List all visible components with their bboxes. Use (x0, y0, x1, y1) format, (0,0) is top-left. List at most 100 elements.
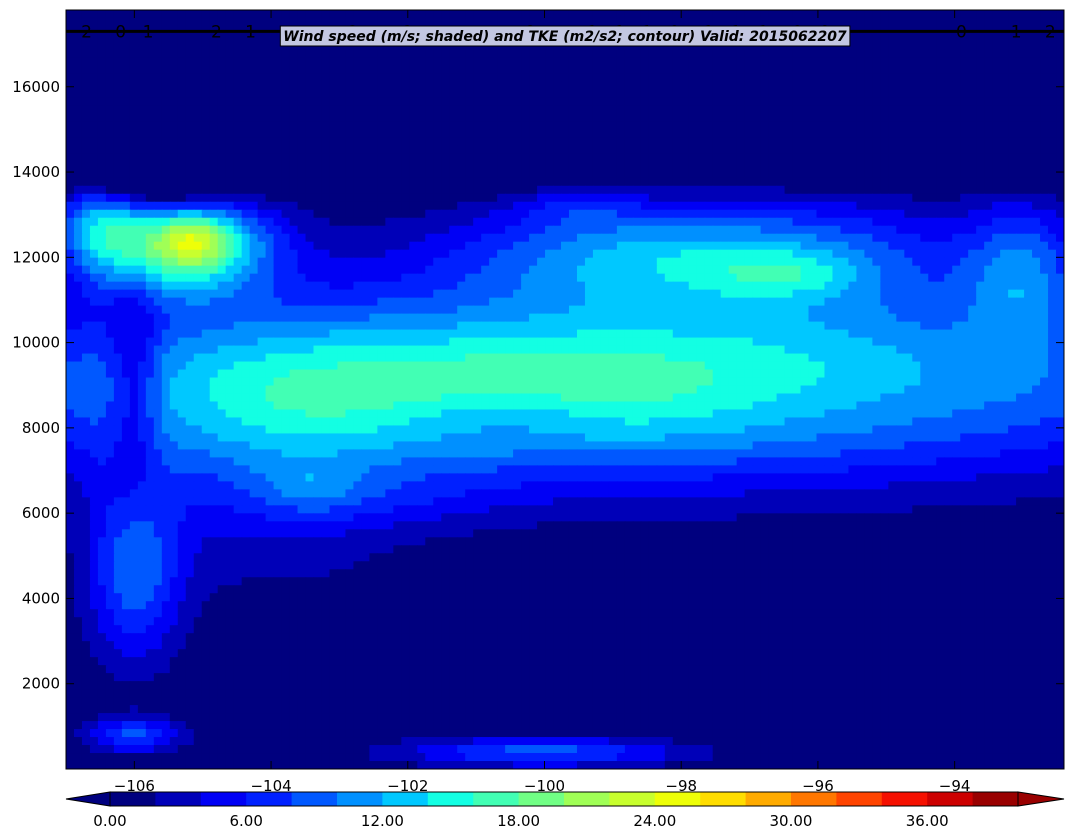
wind-speed-cell (66, 137, 75, 147)
wind-speed-cell (904, 41, 913, 51)
wind-speed-cell (1048, 153, 1057, 163)
wind-speed-cell (481, 105, 490, 115)
wind-speed-cell (840, 73, 850, 83)
wind-speed-cell (425, 97, 434, 107)
wind-speed-cell (129, 73, 139, 83)
wind-speed-cell (760, 201, 770, 211)
wind-speed-cell (129, 257, 139, 267)
wind-speed-cell (720, 225, 730, 235)
wind-speed-cell (960, 257, 969, 267)
wind-speed-cell (409, 321, 418, 331)
wind-speed-cell (241, 81, 251, 91)
wind-speed-cell (417, 193, 426, 203)
wind-speed-cell (616, 121, 626, 131)
wind-speed-cell (680, 297, 690, 307)
wind-speed-cell (441, 17, 450, 27)
wind-speed-cell (233, 121, 243, 131)
wind-speed-cell (289, 193, 299, 203)
wind-speed-cell (744, 257, 754, 267)
wind-speed-cell (568, 265, 578, 275)
wind-speed-cell (856, 257, 865, 267)
wind-speed-cell (449, 17, 458, 27)
wind-speed-cell (537, 105, 546, 115)
wind-speed-cell (776, 17, 786, 27)
wind-speed-cell (97, 113, 107, 123)
wind-speed-cell (944, 193, 953, 203)
wind-speed-cell (1032, 121, 1041, 131)
wind-speed-cell (553, 10, 562, 19)
wind-speed-cell (744, 281, 754, 291)
wind-speed-cell (81, 41, 91, 51)
wind-speed-cell (1032, 241, 1041, 251)
wind-speed-cell (305, 201, 315, 211)
wind-speed-cell (153, 153, 163, 163)
wind-speed-cell (521, 10, 530, 19)
wind-speed-cell (944, 233, 953, 243)
wind-speed-cell (305, 145, 315, 155)
wind-speed-cell (257, 169, 267, 179)
wind-speed-cell (728, 97, 738, 107)
wind-speed-cell (880, 10, 889, 19)
wind-speed-cell (1000, 321, 1009, 331)
wind-speed-cell (289, 121, 299, 131)
wind-speed-cell (880, 241, 889, 251)
wind-speed-cell (153, 10, 163, 19)
wind-speed-cell (792, 185, 802, 195)
wind-speed-cell (576, 161, 586, 171)
wind-speed-cell (968, 225, 977, 235)
wind-speed-cell (393, 209, 402, 219)
wind-speed-cell (513, 225, 522, 235)
wind-speed-cell (481, 129, 490, 139)
wind-speed-cell (153, 305, 163, 315)
wind-speed-cell (840, 289, 850, 299)
wind-speed-cell (193, 137, 203, 147)
wind-speed-cell (1016, 313, 1025, 323)
wind-speed-cell (680, 233, 690, 243)
wind-speed-cell (209, 305, 219, 315)
wind-speed-cell (537, 153, 546, 163)
wind-speed-cell (145, 17, 155, 27)
wind-speed-cell (768, 305, 778, 315)
wind-speed-cell (337, 177, 347, 187)
wind-speed-cell (864, 153, 873, 163)
wind-speed-cell (97, 41, 107, 51)
wind-speed-cell (121, 161, 131, 171)
wind-speed-cell (648, 121, 658, 131)
wind-speed-cell (864, 17, 873, 27)
wind-speed-cell (632, 257, 642, 267)
wind-speed-cell (952, 297, 961, 307)
wind-speed-cell (521, 241, 530, 251)
wind-speed-cell (944, 185, 953, 195)
wind-speed-cell (497, 281, 506, 291)
wind-speed-cell (1048, 65, 1057, 75)
wind-speed-cell (776, 105, 786, 115)
wind-speed-cell (728, 10, 738, 19)
wind-speed-cell (912, 145, 921, 155)
wind-speed-cell (672, 65, 682, 75)
wind-speed-cell (209, 289, 219, 299)
wind-speed-cell (696, 201, 706, 211)
wind-speed-cell (185, 201, 195, 211)
wind-speed-cell (720, 97, 730, 107)
wind-speed-cell (329, 257, 339, 267)
wind-speed-cell (568, 225, 578, 235)
wind-speed-cell (513, 273, 522, 283)
wind-speed-cell (928, 121, 937, 131)
wind-speed-cell (1016, 305, 1025, 315)
wind-speed-cell (640, 257, 650, 267)
wind-speed-cell (680, 177, 690, 187)
wind-speed-cell (105, 281, 115, 291)
wind-speed-cell (369, 233, 378, 243)
wind-speed-cell (321, 233, 331, 243)
wind-speed-cell (848, 201, 858, 211)
wind-speed-cell (201, 297, 211, 307)
wind-speed-cell (329, 153, 339, 163)
wind-speed-cell (904, 17, 913, 27)
wind-speed-cell (1040, 257, 1049, 267)
wind-speed-cell (337, 113, 347, 123)
wind-speed-cell (113, 153, 123, 163)
wind-speed-cell (888, 81, 897, 91)
wind-speed-cell (1016, 161, 1025, 171)
wind-speed-cell (664, 193, 674, 203)
wind-speed-cell (193, 113, 203, 123)
